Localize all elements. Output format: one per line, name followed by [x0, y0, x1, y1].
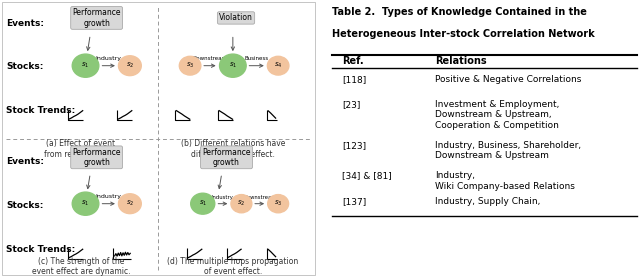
Text: (a) Effect of event
from related stock.: (a) Effect of event from related stock.	[44, 139, 117, 159]
Text: Industry: Industry	[95, 194, 122, 199]
Circle shape	[268, 56, 289, 75]
Text: $s_1$: $s_1$	[198, 199, 207, 208]
Text: Industry,
Wiki Company-based Relations: Industry, Wiki Company-based Relations	[435, 171, 575, 190]
Circle shape	[179, 56, 201, 75]
Text: (c) The strength of the
event effect are dynamic.: (c) The strength of the event effect are…	[31, 257, 130, 276]
Text: $s_1$: $s_1$	[81, 61, 90, 70]
Circle shape	[118, 194, 141, 214]
Circle shape	[72, 192, 99, 215]
Text: Investment & Employment,
Downstream & Upstream,
Cooperation & Competition: Investment & Employment, Downstream & Up…	[435, 100, 559, 130]
Text: [137]: [137]	[342, 197, 366, 206]
Text: Performance
growth: Performance growth	[202, 148, 251, 167]
Text: $s_3$: $s_3$	[186, 61, 195, 70]
Text: Positive & Negative Correlations: Positive & Negative Correlations	[435, 75, 581, 84]
Text: Performance
growth: Performance growth	[72, 148, 121, 167]
Text: Events:: Events:	[6, 157, 44, 166]
Text: Heterogeneous Inter-stock Correlation Network: Heterogeneous Inter-stock Correlation Ne…	[332, 29, 595, 39]
Text: Downstream: Downstream	[192, 56, 227, 61]
Text: Stock Trends:: Stock Trends:	[6, 106, 76, 115]
Text: Stocks:: Stocks:	[6, 62, 44, 71]
Text: Stocks:: Stocks:	[6, 201, 44, 210]
Text: Events:: Events:	[6, 19, 44, 28]
Text: $s_4$: $s_4$	[274, 61, 282, 70]
Circle shape	[72, 54, 99, 77]
Text: Downstream: Downstream	[243, 195, 276, 200]
Text: Industry, Business, Shareholder,
Downstream & Upstream: Industry, Business, Shareholder, Downstr…	[435, 141, 581, 160]
Text: [123]: [123]	[342, 141, 366, 150]
Text: $s_2$: $s_2$	[125, 199, 134, 208]
Text: Table 2.  Types of Knowledge Contained in the: Table 2. Types of Knowledge Contained in…	[332, 7, 587, 17]
Text: (b) Different relations have
different event effect.: (b) Different relations have different e…	[180, 139, 285, 159]
Text: Industry: Industry	[95, 56, 122, 61]
Circle shape	[191, 193, 215, 214]
Text: Performance
growth: Performance growth	[72, 8, 121, 28]
Text: [118]: [118]	[342, 75, 366, 84]
Text: Violation: Violation	[219, 14, 253, 22]
Text: (d) The multiple hops propagation
of event effect.: (d) The multiple hops propagation of eve…	[167, 257, 298, 276]
Circle shape	[118, 56, 141, 76]
Text: Industry: Industry	[212, 195, 234, 200]
Text: Relations: Relations	[435, 56, 486, 66]
Text: $s_1$: $s_1$	[228, 61, 237, 70]
Circle shape	[220, 54, 246, 77]
Text: Stock Trends:: Stock Trends:	[6, 245, 76, 254]
Text: Ref.: Ref.	[342, 56, 364, 66]
Text: Industry, Supply Chain,: Industry, Supply Chain,	[435, 197, 540, 206]
Text: [34] & [81]: [34] & [81]	[342, 171, 392, 180]
Circle shape	[231, 195, 252, 213]
Text: $s_2$: $s_2$	[125, 61, 134, 70]
Text: Business: Business	[244, 56, 269, 61]
Text: [23]: [23]	[342, 100, 360, 109]
Text: $s_3$: $s_3$	[274, 199, 282, 208]
Text: $s_1$: $s_1$	[81, 199, 90, 208]
Text: $s_2$: $s_2$	[237, 199, 246, 208]
Circle shape	[268, 195, 289, 213]
